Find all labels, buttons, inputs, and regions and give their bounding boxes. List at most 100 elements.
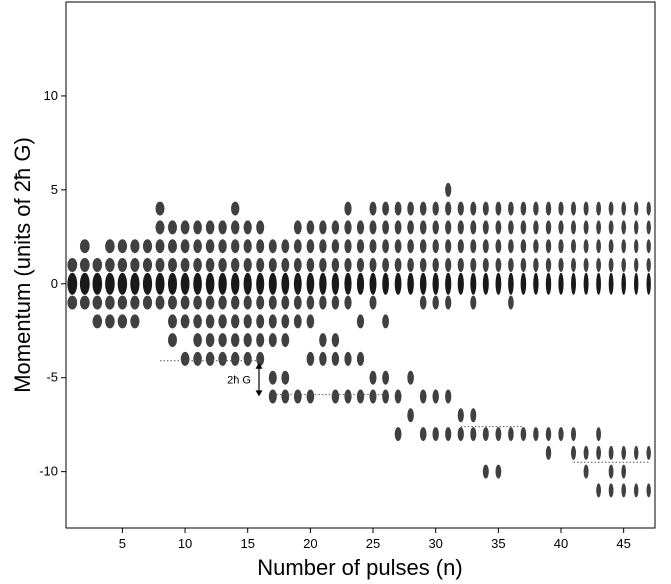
momentum-peak xyxy=(231,220,240,235)
momentum-peak xyxy=(92,258,103,272)
momentum-peak xyxy=(445,201,452,216)
momentum-peak xyxy=(583,239,589,254)
momentum-peak xyxy=(256,314,265,329)
momentum-peak xyxy=(356,272,365,295)
momentum-peak xyxy=(319,272,327,295)
momentum-peak xyxy=(445,389,452,404)
momentum-peak xyxy=(369,272,377,295)
momentum-peak xyxy=(168,333,177,348)
momentum-peak xyxy=(142,258,153,272)
arrow-head-down-icon xyxy=(255,390,263,397)
momentum-peak xyxy=(621,272,626,295)
x-axis-title: Number of pulses (n) xyxy=(257,555,462,580)
momentum-peak xyxy=(306,314,315,329)
momentum-peak xyxy=(193,220,202,235)
momentum-peak xyxy=(470,258,477,272)
momentum-peak xyxy=(571,272,576,295)
momentum-peak xyxy=(281,258,290,272)
momentum-peak xyxy=(344,389,352,404)
momentum-peak xyxy=(344,239,352,254)
momentum-peak xyxy=(155,295,165,310)
momentum-peak xyxy=(382,201,389,216)
momentum-peak xyxy=(231,351,240,366)
momentum-peak xyxy=(407,258,414,272)
momentum-peak xyxy=(621,201,626,216)
momentum-peak xyxy=(130,258,140,272)
momentum-peak xyxy=(445,258,452,272)
momentum-peak xyxy=(634,483,639,498)
momentum-peak xyxy=(130,272,140,295)
momentum-peak xyxy=(319,258,327,272)
momentum-peak xyxy=(608,201,614,216)
momentum-peak xyxy=(142,295,153,310)
momentum-peak xyxy=(407,201,414,216)
momentum-peak xyxy=(256,351,265,366)
momentum-peak xyxy=(445,239,452,254)
momentum-peak xyxy=(407,370,414,385)
momentum-peak xyxy=(168,314,177,329)
momentum-peak xyxy=(281,295,290,310)
momentum-peak xyxy=(520,220,527,235)
momentum-peak xyxy=(331,272,340,295)
momentum-peak xyxy=(571,258,576,272)
momentum-peak xyxy=(382,258,389,272)
momentum-peak xyxy=(508,239,514,254)
momentum-peak xyxy=(432,389,439,404)
momentum-peak xyxy=(155,201,165,216)
momentum-peak xyxy=(394,220,402,235)
momentum-peak xyxy=(646,483,651,498)
guide-lines xyxy=(160,360,649,463)
momentum-peak xyxy=(306,389,315,404)
momentum-peak xyxy=(596,445,601,460)
momentum-peak xyxy=(583,464,589,479)
momentum-peak xyxy=(482,464,489,479)
momentum-peak xyxy=(495,220,502,235)
momentum-peak xyxy=(558,427,564,442)
momentum-peak xyxy=(105,314,115,329)
momentum-peak xyxy=(495,427,502,442)
momentum-peak xyxy=(243,239,252,254)
momentum-peak xyxy=(470,220,477,235)
momentum-peak xyxy=(344,295,352,310)
momentum-peak xyxy=(608,239,614,254)
momentum-peak xyxy=(205,258,215,272)
momentum-peak xyxy=(306,351,315,366)
momentum-peak xyxy=(382,239,389,254)
momentum-peak xyxy=(508,295,514,310)
momentum-peak xyxy=(634,272,639,295)
momentum-peak xyxy=(608,464,614,479)
momentum-peak xyxy=(445,182,452,197)
momentum-peak xyxy=(218,314,227,329)
momentum-peak xyxy=(369,258,377,272)
momentum-peak xyxy=(596,201,601,216)
momentum-peak xyxy=(382,314,389,329)
momentum-peak xyxy=(394,258,402,272)
momentum-peak xyxy=(545,201,552,216)
momentum-peak xyxy=(268,295,277,310)
momentum-peak xyxy=(331,239,340,254)
momentum-peak xyxy=(331,220,340,235)
momentum-peak xyxy=(130,314,140,329)
momentum-peak xyxy=(558,258,564,272)
momentum-peak xyxy=(218,272,227,295)
x-tick-label: 5 xyxy=(119,536,126,551)
momentum-peak xyxy=(218,351,227,366)
momentum-peak xyxy=(596,220,601,235)
momentum-peak xyxy=(558,239,564,254)
momentum-peak xyxy=(243,220,252,235)
momentum-peak xyxy=(356,258,365,272)
momentum-peak xyxy=(646,220,651,235)
momentum-peak xyxy=(482,258,489,272)
momentum-peak xyxy=(419,389,427,404)
momentum-peak xyxy=(231,272,240,295)
data-marks xyxy=(67,182,651,498)
momentum-peak xyxy=(205,314,215,329)
momentum-peak xyxy=(168,295,177,310)
momentum-peak xyxy=(218,295,227,310)
momentum-peak xyxy=(545,258,552,272)
momentum-peak xyxy=(79,295,90,310)
arrow-head-up-icon xyxy=(255,362,263,369)
momentum-peak xyxy=(331,295,340,310)
momentum-peak xyxy=(155,272,165,295)
